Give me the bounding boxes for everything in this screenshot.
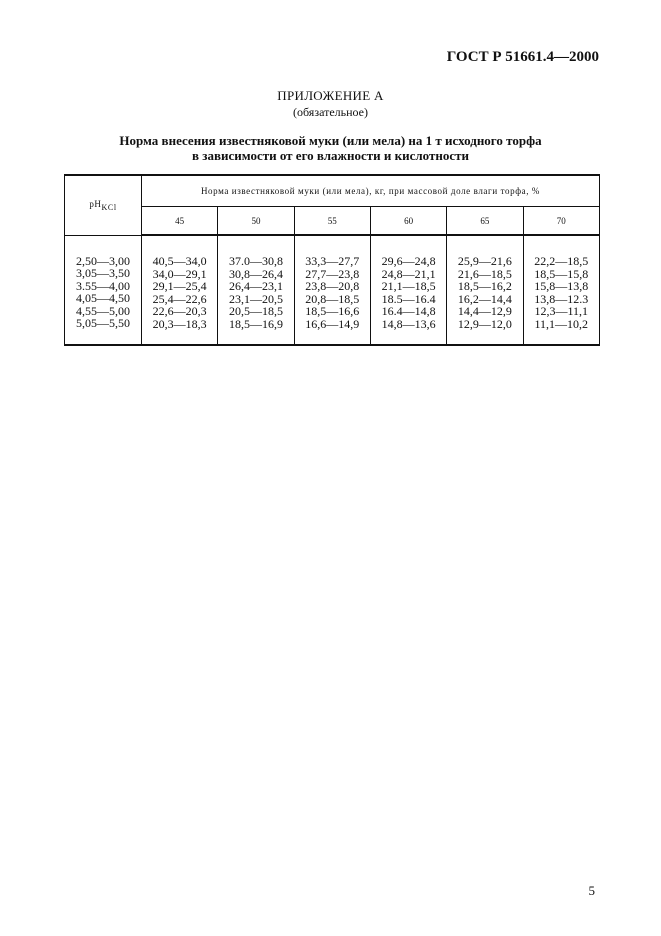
table-cell: 24,8—21,1 [381, 266, 436, 281]
table-cell: 23,8—20,8 [305, 279, 360, 294]
table-cell: 18,5—16,9 [228, 316, 283, 331]
table-cell: 20,5—18,5 [228, 304, 283, 319]
norm-column: 37.0—30,8 30,8—26,4 26,4—23,1 23,1—20,5 20,5… [217, 235, 295, 345]
table-cell: 23,1—20,5 [228, 291, 283, 306]
table-cell: 20,3—18,3 [152, 316, 207, 331]
table-cell: 5,05—5,50 [76, 316, 130, 331]
table-cell: 37.0—30,8 [228, 254, 283, 268]
norm-column: 33,3—27,7 27,7—23,8 23,8—20,8 20,8—18,5 18,5… [293, 235, 371, 345]
column-header: 55 [293, 206, 371, 236]
table-cell: 14,8—13,6 [381, 316, 436, 331]
norm-column: 40,5—34,0 34,0—29,1 29,1—25,4 25,4—22,6 22,6… [140, 235, 219, 345]
appendix-title: ПРИЛОЖЕНИЕ А [277, 88, 384, 103]
table-cell: 18.5—16.4 [381, 291, 436, 306]
table-cell: 12,3—11,1 [534, 304, 589, 319]
appendix-subtitle: (обязательное) [293, 105, 368, 119]
column-header: 45 [140, 206, 219, 236]
table-cell: 16,2—14,4 [457, 291, 512, 306]
table-cell: 2,50—3,00 [76, 253, 130, 268]
norm-column: 29,6—24,8 24,8—21,1 21,1—18,5 18.5—16.4 16.4… [369, 235, 448, 345]
table-cell: 14,4—12,9 [457, 304, 512, 319]
norm-column: 22,2—18,5 18,5—15,8 15,8—13,8 13,8—12.3 12,3… [522, 235, 601, 345]
table-cell: 22,6—20,3 [152, 304, 207, 319]
table-cell: 40,5—34,0 [152, 254, 207, 268]
table-cell: 18,5—16,2 [457, 279, 512, 294]
table-cell: 26,4—23,1 [228, 279, 283, 294]
table-title: Норма внесения известняковой муки (или м… [0, 133, 661, 163]
table-cell: 22,2—18,5 [534, 254, 589, 268]
table-cell: 18,5—16,6 [305, 304, 360, 319]
table-cell: 13,8—12.3 [534, 291, 589, 306]
table-cell: 20,8—18,5 [305, 291, 360, 306]
table-cell: 29,1—25,4 [152, 279, 207, 294]
table-cell: 16,6—14,9 [305, 316, 360, 331]
table-title-line1: Норма внесения известняковой муки (или м… [119, 133, 542, 148]
table-cell: 18,5—15,8 [534, 266, 589, 281]
table-cell: 33,3—27,7 [305, 254, 360, 268]
norm-column: 25,9—21,6 21,6—18,5 18,5—16,2 16,2—14,4 14,4… [446, 235, 524, 345]
ph-range-column: 2,50—3,00 3,05—3,50 3.55—4,00 4,05—4,50 4,55… [64, 235, 142, 345]
table-cell: 16.4—14,8 [381, 304, 436, 319]
lime-norm-table: pHKCl Норма известняковой муки (или мела… [64, 174, 601, 346]
column-header: 50 [217, 206, 295, 236]
table-cell: 21,1—18,5 [381, 279, 436, 294]
table-cell: 15,8—13,8 [534, 279, 589, 294]
table-cell: 30,8—26,4 [228, 266, 283, 281]
ph-header: pHKCl [64, 175, 142, 236]
table-cell: 11,1—10,2 [534, 316, 589, 331]
table-cell: 12,9—12,0 [457, 316, 512, 331]
table-cell: 34,0—29,1 [152, 266, 207, 281]
table-cell: 29,6—24,8 [381, 254, 436, 268]
table-title-line2: в зависимости от его влажности и кислотн… [192, 148, 469, 163]
column-header: 70 [522, 206, 601, 236]
table-cell: 25,9—21,6 [457, 254, 512, 268]
page-number: 5 [588, 883, 596, 898]
standard-number: ГОСТ Р 51661.4—2000 [446, 49, 599, 65]
group-header: Норма известняковой муки (или мела), кг,… [141, 175, 600, 207]
table-cell: 21,6—18,5 [457, 266, 512, 281]
table-cell: 3.55—4,00 [76, 278, 130, 293]
table-cell: 4,55—5,00 [76, 303, 130, 318]
column-header: 60 [369, 206, 448, 236]
table-cell: 27,7—23,8 [305, 266, 360, 281]
table-cell: 3,05—3,50 [76, 266, 130, 281]
table-cell: 4,05—4,50 [76, 291, 130, 306]
column-header: 65 [446, 206, 524, 236]
table-cell: 25,4—22,6 [152, 291, 207, 306]
